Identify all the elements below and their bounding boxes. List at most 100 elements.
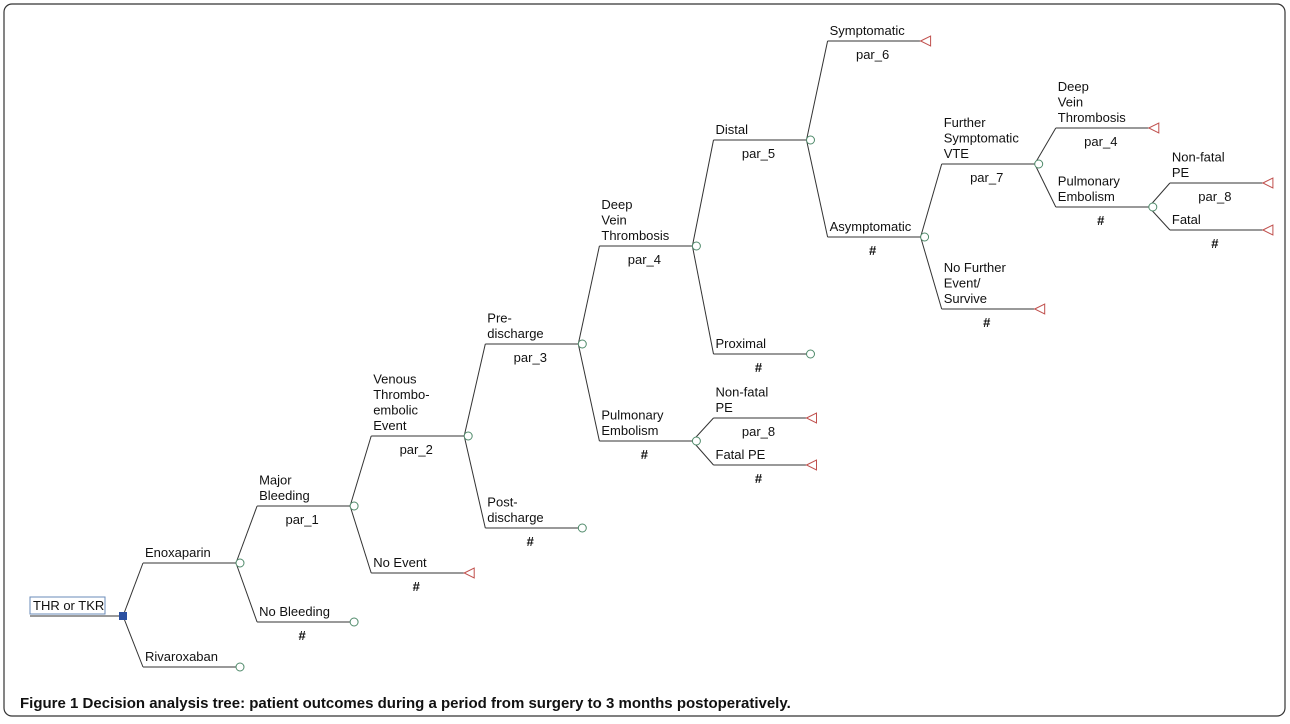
caption-figure: Figure 1 — [20, 695, 78, 712]
chance-node — [577, 523, 587, 533]
branch-label: Embolism — [601, 423, 658, 438]
probability: par_7 — [970, 170, 1003, 185]
branch-label: Symptomatic — [944, 131, 1020, 146]
branch-label: Thrombosis — [601, 228, 669, 243]
probability: par_2 — [400, 442, 433, 457]
branch-label: Rivaroxaban — [145, 649, 218, 664]
branch-label: Bleeding — [259, 488, 310, 503]
probability: # — [755, 471, 763, 486]
connector — [691, 245, 714, 355]
branch-label: No Event — [373, 555, 427, 570]
decision-node — [119, 612, 127, 620]
probability: par_3 — [514, 350, 547, 365]
chance-node — [349, 501, 359, 511]
probability: par_4 — [1084, 134, 1117, 149]
connector — [1034, 163, 1057, 208]
terminal-node — [1261, 177, 1274, 189]
probability: par_8 — [742, 424, 775, 439]
terminal-node — [463, 567, 475, 579]
probability: # — [1097, 213, 1105, 228]
terminal-node — [805, 412, 817, 424]
chance-node — [691, 436, 701, 446]
branch-label: Symptomatic — [830, 23, 906, 38]
connector — [806, 40, 829, 141]
chance-node — [1148, 202, 1158, 212]
branch-label: discharge — [487, 510, 543, 525]
root-box — [29, 596, 106, 615]
branch-label: Major — [259, 473, 292, 488]
branch-label: Vein — [1058, 95, 1083, 110]
branch-label: Embolism — [1058, 189, 1115, 204]
chance-node — [806, 349, 815, 359]
connector — [235, 562, 258, 623]
branch-label: Deep — [1058, 79, 1089, 94]
chance-node — [806, 135, 815, 145]
branch-label: PE — [716, 400, 734, 415]
connector — [349, 435, 372, 507]
chance-node — [1034, 159, 1044, 169]
terminal-node — [1261, 224, 1274, 236]
branch-label: embolic — [373, 403, 418, 418]
chance-node — [235, 558, 245, 568]
probability: par_5 — [742, 146, 775, 161]
branch-label: Fatal — [1172, 212, 1201, 227]
connector — [1034, 127, 1057, 165]
connector — [691, 139, 714, 247]
connector — [122, 562, 144, 617]
branch-label: Asymptomatic — [830, 219, 912, 234]
branch-label: Proximal — [716, 336, 767, 351]
branch-label: Post- — [487, 495, 517, 510]
probability: par_8 — [1198, 189, 1231, 204]
branch-label: PE — [1172, 165, 1190, 180]
terminal-node — [1033, 303, 1046, 315]
probability: par_4 — [628, 252, 661, 267]
connector — [463, 435, 486, 529]
chance-node — [463, 431, 473, 441]
branch-label: Further — [944, 115, 987, 130]
branch-label: Enoxaparin — [145, 545, 211, 560]
figure-frame — [3, 3, 1286, 717]
branch-label: Pre- — [487, 311, 512, 326]
terminal-node — [1147, 122, 1160, 134]
terminal-node — [919, 35, 932, 47]
branch-label: Thrombo- — [373, 387, 429, 402]
root-label: THR or TKR — [33, 598, 104, 613]
connector — [806, 139, 829, 238]
branch-label: Pulmonary — [1058, 174, 1121, 189]
branch-label: Survive — [944, 291, 987, 306]
probability: # — [755, 360, 763, 375]
branch-label: Deep — [601, 197, 632, 212]
branch-label: Event/ — [944, 276, 981, 291]
probability: # — [641, 447, 649, 462]
branch-label: Vein — [601, 213, 626, 228]
probability: par_6 — [856, 47, 889, 62]
probability: par_1 — [285, 512, 318, 527]
connector — [463, 343, 486, 437]
caption: Figure 1 Decision analysis tree: patient… — [20, 695, 791, 712]
connector — [920, 236, 943, 310]
branch-label: Event — [373, 418, 407, 433]
chance-node — [691, 241, 701, 251]
probability: # — [527, 534, 535, 549]
chance-node — [577, 339, 587, 349]
probability: # — [1211, 236, 1219, 251]
caption-text: Decision analysis tree: patient outcomes… — [83, 695, 791, 712]
branch-label: Distal — [716, 122, 749, 137]
probability: # — [298, 628, 306, 643]
chance-node — [920, 232, 930, 242]
connector — [349, 505, 372, 574]
branch-label: Thrombosis — [1058, 110, 1126, 125]
connector — [122, 615, 144, 668]
branch-label: Venous — [373, 372, 417, 387]
probability: # — [869, 243, 877, 258]
branch-label: Non-fatal — [1172, 150, 1225, 165]
branch-label: Pulmonary — [601, 408, 664, 423]
terminal-node — [805, 459, 817, 471]
branch-label: discharge — [487, 326, 543, 341]
connector — [235, 505, 258, 564]
branch-label: Non-fatal — [716, 385, 769, 400]
branch-label: No Bleeding — [259, 604, 330, 619]
chance-node — [349, 617, 359, 627]
branch-label: No Further — [944, 260, 1007, 275]
